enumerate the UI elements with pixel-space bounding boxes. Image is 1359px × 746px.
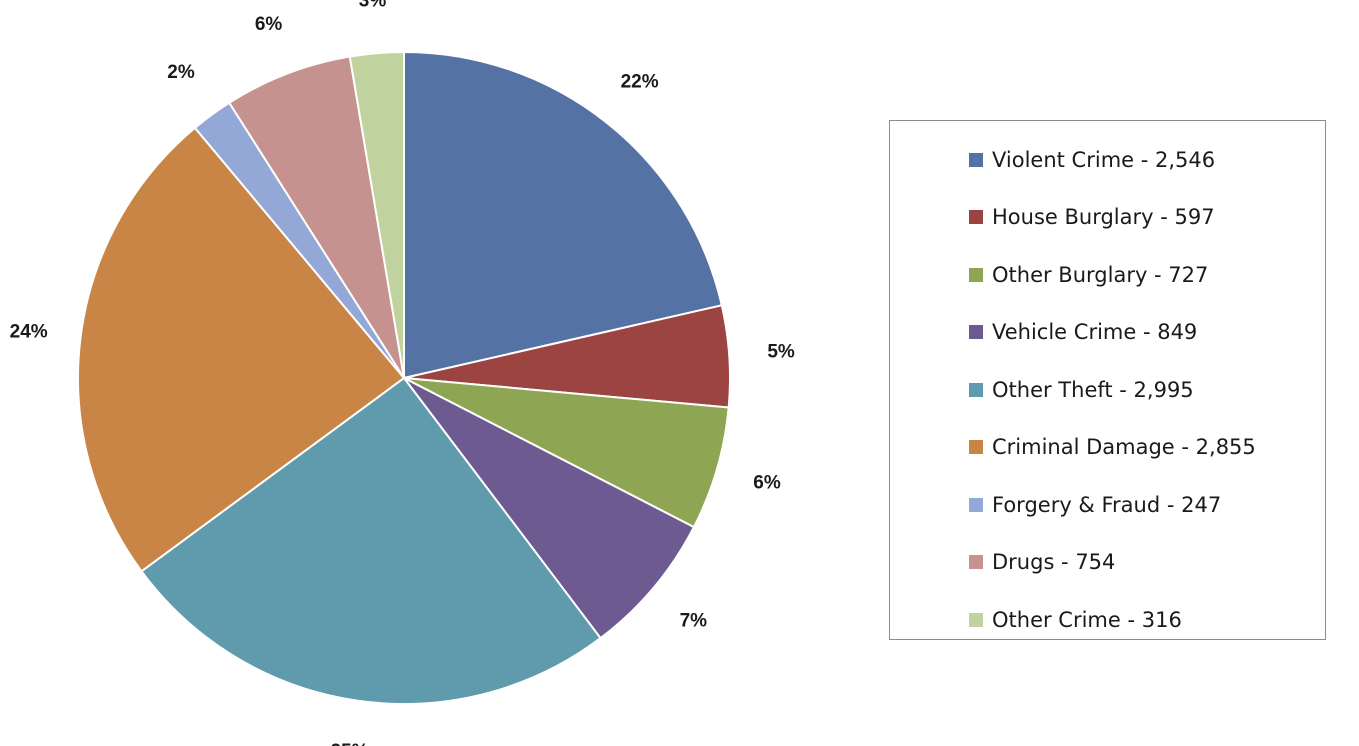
pie-label-other-burglary: 6% [753,473,781,494]
pie-slices [77,50,731,705]
legend-label: Other Burglary - 727 [992,262,1209,287]
legend-swatch [969,267,983,282]
legend-label: Violent Crime - 2,546 [992,147,1216,172]
pie-label-drugs: 6% [255,14,283,35]
legend-swatch [969,440,983,455]
chart-legend: Violent Crime - 2,546 House Burglary - 59… [889,120,1326,640]
legend-label: Other Theft - 2,995 [992,377,1194,402]
legend-label: Criminal Damage - 2,855 [992,435,1256,460]
legend-swatch [969,382,983,397]
legend-swatch [969,152,983,167]
pie-slice-other-crime [348,50,405,379]
pie-percent-labels: 22% 5% 6% 7% 25% 24% 2% 6% 3% [10,0,795,746]
legend-list: Violent Crime - 2,546 House Burglary - 59… [890,121,1325,649]
pie-slice-drugs [227,55,405,379]
pie-label-other-crime: 3% [359,0,387,11]
legend-item-criminal-damage: Criminal Damage - 2,855 [890,419,1325,477]
pie-slice-vehicle-crime [403,377,696,640]
legend-label: House Burglary - 597 [992,205,1215,230]
pie-label-violent-crime: 22% [621,71,659,92]
pie-label-house-burglary: 5% [767,342,795,363]
legend-label: Vehicle Crime - 849 [992,320,1198,345]
pie-slice-violent-crime [403,50,723,380]
legend-label: Drugs - 754 [992,550,1116,575]
legend-swatch [969,210,983,225]
pie-label-other-theft: 25% [330,741,368,746]
legend-item-other-burglary: Other Burglary - 727 [890,246,1325,304]
legend-item-forgery-and-fraud: Forgery & Fraud - 247 [890,476,1325,534]
legend-label: Other Crime - 316 [992,607,1182,632]
legend-item-drugs: Drugs - 754 [890,534,1325,592]
legend-item-vehicle-crime: Vehicle Crime - 849 [890,304,1325,362]
pie-slice-other-theft [140,376,602,705]
pie-slice-other-burglary [403,377,730,529]
legend-item-house-burglary: House Burglary - 597 [890,189,1325,247]
pie-label-forgery-and-fraud: 2% [167,62,195,83]
legend-swatch [969,325,983,340]
legend-swatch [969,497,983,512]
legend-label: Forgery & Fraud - 247 [992,492,1222,517]
pie-label-vehicle-crime: 7% [680,610,708,631]
legend-swatch [969,555,983,570]
pie-label-criminal-damage: 24% [10,322,48,343]
pie-slice-criminal-damage [77,126,406,573]
legend-item-other-crime: Other Crime - 316 [890,591,1325,649]
legend-item-violent-crime: Violent Crime - 2,546 [890,131,1325,189]
legend-swatch [969,612,983,627]
legend-item-other-theft: Other Theft - 2,995 [890,361,1325,419]
